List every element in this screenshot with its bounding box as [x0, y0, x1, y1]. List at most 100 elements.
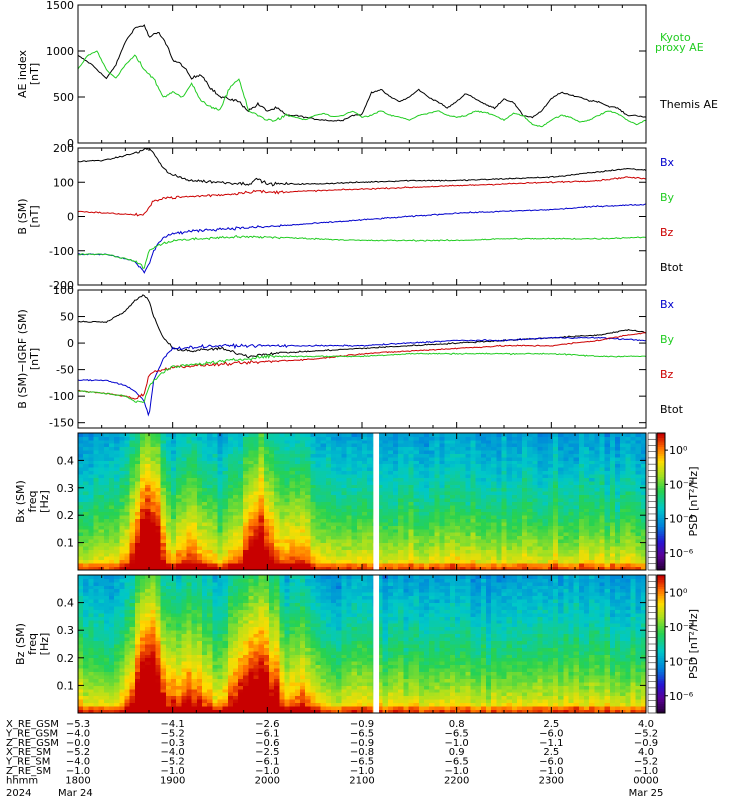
panel-3-heatmap-cell	[537, 556, 544, 561]
panel-3-heatmap-cell	[269, 450, 275, 454]
panel-3-heatmap-cell	[139, 477, 146, 482]
panel-3-heatmap-cell	[491, 436, 497, 441]
panel-3-heatmap-cell	[537, 518, 544, 523]
panel-3-heatmap-cell	[248, 436, 254, 441]
panel-3-heatmap-cell	[310, 511, 316, 516]
panel-3-heatmap-cell	[609, 508, 616, 513]
panel-3-heatmap-cell	[78, 470, 84, 475]
panel-3-heatmap-cell	[480, 487, 487, 492]
panel-3-heatmap-cell	[88, 487, 94, 492]
panel-3-heatmap-cell	[511, 494, 518, 499]
panel-3-heatmap-cell	[93, 522, 100, 526]
panel-3-heatmap-cell	[325, 532, 332, 537]
panel-3-heatmap-cell	[532, 450, 538, 454]
panel-3-heatmap-cell	[496, 487, 502, 492]
panel-3-heatmap-cell	[196, 556, 203, 561]
panel-3-heatmap-cell	[139, 566, 146, 571]
panel-3-heatmap-cell	[604, 467, 611, 472]
panel-3-heatmap-cell	[563, 450, 569, 454]
panel-3-heatmap-cell	[165, 542, 172, 547]
panel-3-heatmap-cell	[403, 549, 409, 554]
panel-4-heatmap-cell	[83, 699, 89, 704]
panel-3-heatmap-cell	[506, 446, 513, 451]
panel-3-heatmap-cell	[124, 511, 131, 516]
panel-3-heatmap-cell	[98, 439, 105, 444]
panel-3-heatmap-cell	[387, 535, 394, 540]
panel-3-heatmap-cell	[341, 532, 347, 537]
panel-3-heatmap-cell	[248, 566, 254, 571]
panel-3-heatmap-cell	[547, 566, 554, 571]
panel-3-heatmap-cell	[635, 535, 642, 540]
panel-3-heatmap-cell	[351, 433, 358, 437]
panel-3-heatmap-cell	[573, 487, 580, 492]
panel-3-heatmap-cell	[222, 508, 229, 513]
colorbar-cell	[657, 531, 665, 534]
panel-3-heatmap-cell	[475, 539, 482, 543]
panel-3-heatmap-cell	[418, 549, 425, 554]
panel-3-heatmap-cell	[310, 549, 316, 554]
panel-3-heatmap-cell	[584, 463, 590, 468]
panel-3-heatmap-cell	[615, 446, 621, 451]
panel-3-heatmap-cell	[439, 474, 446, 478]
panel-3-heatmap-cell	[114, 477, 120, 482]
panel-3-heatmap-cell	[568, 487, 575, 492]
panel-3-heatmap-cell	[527, 480, 533, 485]
colorbar-cell	[657, 551, 665, 555]
panel-3-heatmap-cell	[403, 559, 409, 564]
panel-3-heatmap-cell	[279, 504, 285, 509]
panel-3-heatmap-cell	[98, 563, 105, 567]
panel-3-heatmap-cell	[351, 498, 358, 502]
panel-3-heatmap-cell	[258, 522, 265, 526]
panel-3-heatmap-cell	[522, 456, 528, 461]
panel-3-heatmap-cell	[88, 515, 94, 520]
colorbar-cell	[657, 547, 665, 550]
panel-3-heatmap-cell	[527, 467, 533, 472]
panel-3-heatmap-cell	[103, 563, 110, 567]
panel-3-heatmap-cell	[170, 546, 177, 550]
panel-3-heatmap-cell	[263, 563, 270, 567]
panel-3-heatmap-cell	[382, 501, 389, 506]
panel-3-heatmap-cell	[191, 535, 198, 540]
panel-3-heatmap-cell	[387, 542, 394, 547]
panel-3-heatmap-cell	[212, 511, 218, 516]
panel-3-heatmap-cell	[186, 515, 192, 520]
panel-3-heatmap-cell	[527, 501, 533, 506]
panel-3-heatmap-cell	[506, 470, 513, 475]
panel-3-heatmap-cell	[269, 456, 275, 461]
panel-3-heatmap-cell	[103, 470, 110, 475]
panel-3-heatmap-cell	[289, 556, 296, 561]
panel-3-heatmap-cell	[516, 504, 523, 509]
panel-4-heatmap-cell	[88, 616, 94, 621]
panel-3-heatmap-cell	[207, 528, 213, 533]
panel-3-heatmap-cell	[294, 487, 301, 492]
panel-3-heatmap-cell	[88, 532, 94, 537]
panel-3-heatmap-cell	[181, 504, 187, 509]
panel-3-heatmap-cell	[496, 556, 502, 561]
panel-3-heatmap-cell	[119, 535, 125, 540]
panel-3-heatmap-cell	[460, 480, 466, 485]
panel-3-heatmap-cell	[470, 522, 476, 526]
panel-3-heatmap-cell	[289, 467, 296, 472]
panel-3-heatmap-cell	[480, 511, 487, 516]
panel-3-heatmap-cell	[232, 436, 239, 441]
panel-3-heatmap-cell	[253, 460, 260, 465]
panel-3-heatmap-cell	[558, 563, 564, 567]
panel-3-heatmap-cell	[160, 433, 167, 437]
panel-3-heatmap-cell	[547, 515, 554, 520]
panel-3-heatmap-cell	[558, 539, 564, 543]
panel-3-heatmap-cell	[263, 549, 270, 554]
panel-3-heatmap-cell	[305, 433, 311, 437]
panel-4-heatmap-cell	[98, 588, 105, 593]
panel-3-heatmap-cell	[408, 477, 415, 482]
panel-3-heatmap-cell	[176, 487, 182, 492]
panel-3-heatmap-cell	[418, 563, 425, 567]
panel-4-heatmap-cell	[93, 599, 100, 603]
panel-4-heatmap-cell	[83, 671, 89, 676]
panel-0-ylabel: [nT]	[28, 63, 41, 85]
panel-3-heatmap-cell	[418, 463, 425, 468]
panel-3-heatmap-cell	[382, 484, 389, 489]
panel-3-heatmap-cell	[222, 446, 229, 451]
panel-3-heatmap-cell	[201, 436, 208, 441]
panel-3-heatmap-cell	[88, 460, 94, 465]
panel-3-heatmap-cell	[98, 515, 105, 520]
